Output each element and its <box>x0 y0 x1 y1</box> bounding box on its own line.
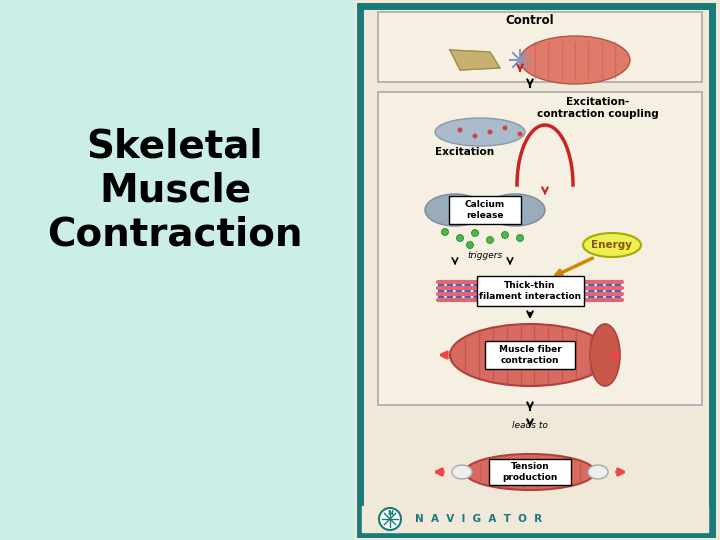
Ellipse shape <box>583 233 641 257</box>
Circle shape <box>516 234 523 241</box>
Ellipse shape <box>450 324 610 386</box>
Circle shape <box>487 130 492 134</box>
FancyBboxPatch shape <box>449 196 521 224</box>
Polygon shape <box>450 50 500 70</box>
Text: Excitation-
contraction coupling: Excitation- contraction coupling <box>537 97 659 119</box>
Circle shape <box>518 132 523 137</box>
Ellipse shape <box>465 454 595 490</box>
FancyBboxPatch shape <box>378 12 702 82</box>
FancyBboxPatch shape <box>489 459 571 485</box>
Text: N: N <box>387 510 393 516</box>
Circle shape <box>472 230 479 237</box>
Ellipse shape <box>588 465 608 479</box>
Text: Thick-thin
filament interaction: Thick-thin filament interaction <box>479 281 581 301</box>
FancyBboxPatch shape <box>477 276 583 306</box>
Text: Calcium
release: Calcium release <box>465 200 505 220</box>
Circle shape <box>487 237 493 244</box>
Text: N  A  V  I  G  A  T  O  R: N A V I G A T O R <box>415 514 542 524</box>
Circle shape <box>503 125 508 131</box>
Bar <box>362 506 708 532</box>
Circle shape <box>457 127 462 132</box>
Text: Tension
production: Tension production <box>503 462 558 482</box>
Text: Excitation: Excitation <box>436 147 495 157</box>
Circle shape <box>467 241 474 248</box>
Text: Muscle fiber
contraction: Muscle fiber contraction <box>499 345 562 364</box>
FancyBboxPatch shape <box>360 6 712 534</box>
Text: leads to: leads to <box>512 421 548 429</box>
Ellipse shape <box>520 36 630 84</box>
Circle shape <box>472 133 477 138</box>
Ellipse shape <box>485 194 545 226</box>
Ellipse shape <box>452 465 472 479</box>
Circle shape <box>379 508 401 530</box>
FancyBboxPatch shape <box>485 341 575 369</box>
Polygon shape <box>455 202 515 218</box>
Circle shape <box>456 234 464 241</box>
Text: triggers: triggers <box>467 251 503 260</box>
Ellipse shape <box>590 324 620 386</box>
Text: Energy: Energy <box>592 240 632 250</box>
Circle shape <box>441 228 449 235</box>
Text: Skeletal
Muscle
Contraction: Skeletal Muscle Contraction <box>48 127 302 253</box>
Ellipse shape <box>435 118 525 146</box>
Ellipse shape <box>425 194 485 226</box>
Circle shape <box>502 232 508 239</box>
Text: Control: Control <box>505 14 554 26</box>
Bar <box>0 0 360 540</box>
FancyBboxPatch shape <box>378 92 702 405</box>
Bar <box>355 0 720 540</box>
